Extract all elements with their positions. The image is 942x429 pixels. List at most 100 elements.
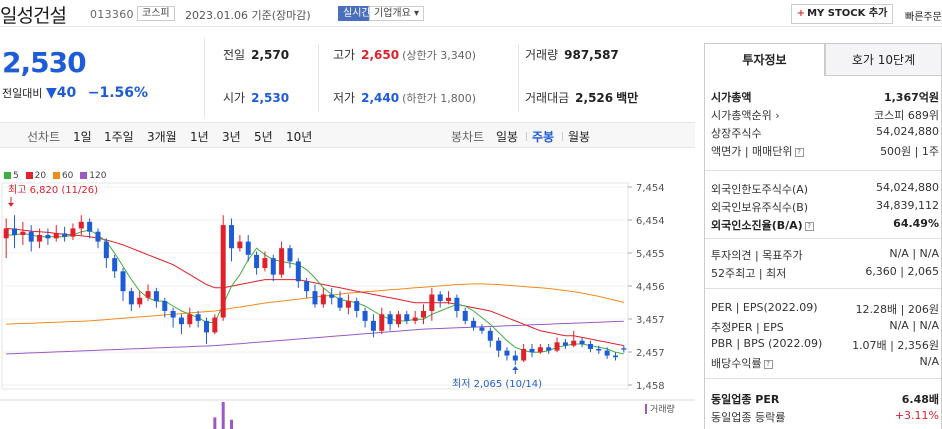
metric-high-value: 2,650 bbox=[361, 48, 400, 62]
candle-body bbox=[195, 314, 201, 321]
candle-body bbox=[237, 241, 243, 249]
info-row-label: 외국인한도주식수(A) bbox=[711, 183, 809, 196]
metric-low-label: 저가 bbox=[333, 91, 356, 105]
metric-volume: 거래량 987,587 bbox=[525, 46, 619, 63]
period-3m[interactable]: 3개월 bbox=[147, 130, 177, 144]
candle-body bbox=[137, 297, 143, 305]
info-row: 52주최고 | 최저 6,360 | 2,065 bbox=[711, 265, 939, 283]
info-row-value: 6.48배 bbox=[901, 393, 939, 406]
candle-body bbox=[579, 340, 585, 344]
volume-bar bbox=[230, 419, 234, 429]
ma5-swatch bbox=[4, 172, 11, 179]
candle-body bbox=[20, 231, 26, 236]
period-10y[interactable]: 10년 bbox=[286, 130, 313, 144]
help-icon[interactable]: ? bbox=[763, 360, 773, 369]
period-1y[interactable]: 1년 bbox=[190, 130, 209, 144]
period-5y[interactable]: 5년 bbox=[254, 130, 273, 144]
price-summary: 2,530 전일대비 ▼40 −1.56% bbox=[0, 38, 205, 118]
candle-body bbox=[45, 235, 51, 239]
candle-daily[interactable]: 일봉 bbox=[496, 130, 519, 144]
add-mystock-button[interactable]: + MY STOCK 추가 bbox=[791, 4, 893, 24]
info-row-label: 배당수익률? bbox=[711, 355, 773, 371]
metric-open-value: 2,530 bbox=[251, 91, 290, 105]
info-row: 외국인보유주식수(B) 34,839,112 bbox=[711, 199, 939, 217]
candle-body bbox=[454, 297, 460, 311]
y-tick-label: 6,454 bbox=[636, 216, 665, 227]
period-1d[interactable]: 1일 bbox=[73, 130, 92, 144]
candle-body bbox=[170, 310, 176, 318]
metric-high: 고가 2,650 (상한가 3,340) bbox=[333, 46, 476, 63]
info-row: 외국인한도주식수(A) 54,024,880 bbox=[711, 181, 939, 199]
candle-body bbox=[612, 355, 618, 358]
stock-name: 일성건설 bbox=[0, 5, 67, 27]
info-row: 동일업종 PER 6.48배 bbox=[711, 391, 939, 409]
info-row-label: 추정PER | EPS bbox=[711, 321, 784, 334]
candle-body bbox=[128, 291, 134, 305]
candle-body bbox=[571, 340, 577, 346]
tab-orderbook[interactable]: 호가 10단계 bbox=[825, 43, 942, 76]
info-row: 액면가 | 매매단위? 500원 | 1주 bbox=[711, 143, 939, 161]
period-3y[interactable]: 3년 bbox=[222, 130, 241, 144]
metric-amount: 거래대금 2,526 백만 bbox=[525, 89, 638, 106]
metric-amount-value: 2,526 bbox=[575, 91, 614, 105]
candle-body bbox=[95, 231, 101, 242]
candle-body bbox=[145, 291, 151, 298]
ma60-swatch bbox=[52, 172, 60, 179]
add-mystock-label: MY STOCK 추가 bbox=[807, 8, 888, 19]
info-row-value: 34,839,112 bbox=[876, 199, 939, 212]
candle-body bbox=[112, 258, 118, 272]
info-row-value: 코스피 689위 bbox=[874, 109, 939, 122]
stock-code: 013360 bbox=[90, 8, 134, 21]
info-row-label: 외국인보유주식수(B) bbox=[711, 201, 809, 214]
candle-chart-head: 봉차트 bbox=[451, 130, 485, 144]
candle-body bbox=[521, 348, 527, 361]
info-row-label: 상장주식수 bbox=[711, 127, 762, 140]
candle-body bbox=[312, 291, 318, 305]
plus-icon: + bbox=[796, 8, 806, 19]
candlestick-chart: 7,454 6,454 5,455 4,456 3,457 2,457 1,458 거래량 최고… bbox=[0, 182, 695, 429]
candle-body bbox=[187, 314, 193, 325]
quick-order-link[interactable]: 빠른주문 bbox=[905, 12, 942, 23]
info-row-label: 시가총액순위 › bbox=[711, 109, 780, 122]
tab-investment-info[interactable]: 투자정보 bbox=[704, 43, 825, 76]
candle-body bbox=[412, 317, 418, 321]
candle-monthly[interactable]: 월봉 bbox=[568, 130, 591, 144]
candle-body bbox=[421, 310, 427, 318]
metric-low: 저가 2,440 (하한가 1,800) bbox=[333, 89, 476, 106]
candle-weekly[interactable]: 주봉 bbox=[532, 130, 555, 144]
date-text: 2023.01.06 기준(장마감) bbox=[185, 9, 311, 22]
candle-body bbox=[621, 348, 627, 350]
volume-bar bbox=[213, 417, 217, 429]
metric-prev-label: 전일 bbox=[223, 48, 246, 62]
metric-open: 시가 2,530 bbox=[223, 89, 289, 106]
ma-legend: 5 20 60 120 bbox=[0, 171, 106, 181]
help-icon[interactable]: ? bbox=[794, 148, 804, 157]
info-row: 시가총액 1,367억원 bbox=[711, 89, 939, 107]
candle-body bbox=[212, 317, 218, 333]
info-row-value: 1,367억원 bbox=[883, 91, 939, 104]
candle-body bbox=[3, 228, 9, 239]
price-chart[interactable]: 5 20 60 120 7,454 6,454 5,455 4,456 3,457 2,4… bbox=[0, 150, 695, 429]
period-1w[interactable]: 1주일 bbox=[104, 130, 134, 144]
metric-high-label: 고가 bbox=[333, 48, 356, 62]
y-tick-label: 3,457 bbox=[636, 315, 665, 326]
candle-body bbox=[479, 327, 485, 331]
candle-body bbox=[279, 248, 285, 275]
info-row-value: N/A bbox=[919, 355, 939, 368]
candle-body bbox=[437, 294, 443, 302]
info-row-label: 52주최고 | 최저 bbox=[711, 267, 787, 280]
candle-body bbox=[153, 291, 159, 302]
candle-sep bbox=[526, 132, 527, 141]
candle-body bbox=[379, 314, 385, 331]
candle-body bbox=[70, 228, 76, 237]
line-chart-head: 선차트 bbox=[27, 130, 61, 144]
ma120-line bbox=[6, 320, 624, 355]
info-row-label: PER | EPS(2022.09) bbox=[711, 301, 818, 314]
info-row[interactable]: 시가총액순위 › 코스피 689위 bbox=[711, 107, 939, 125]
help-icon[interactable]: ? bbox=[804, 222, 814, 231]
low-annotation: 최저 2,065 (10/14) bbox=[452, 378, 542, 390]
candle-body bbox=[37, 235, 43, 242]
company-info-dropdown[interactable]: 기업개요 ▾ bbox=[369, 6, 424, 21]
ma20-label: 20 bbox=[34, 171, 47, 181]
